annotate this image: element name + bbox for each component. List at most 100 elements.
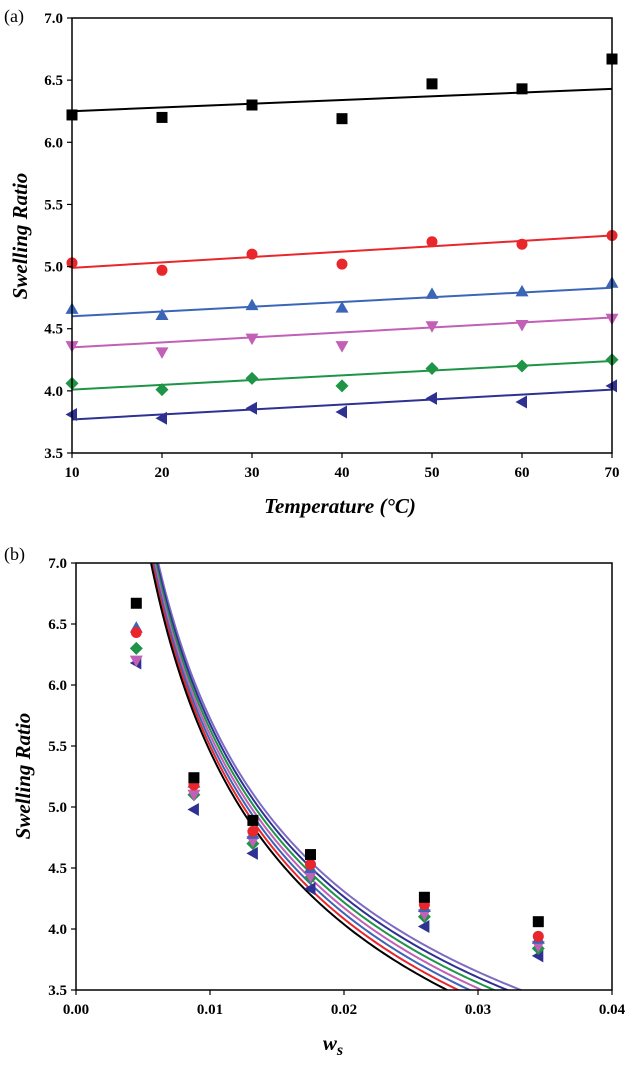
chart-a-point [155,347,169,359]
chart-a-point [515,395,527,409]
chart-b-point [304,882,316,896]
chart-b-point [130,627,142,639]
chart-b-point [531,941,545,953]
chart-b-point [417,909,431,921]
chart-b-y-ticks: 3.5 4.0 4.5 5.0 5.5 6.0 6.5 7.0 [48,556,76,999]
chart-a-x-tick-label: 60 [515,465,530,481]
chart-b-fit-curve [155,563,510,990]
chart-a-y-label: Swelling Ratio [8,173,32,300]
chart-a-point [245,401,257,415]
chart-b-point [418,891,430,903]
panel-b-tag: (b) [4,544,25,565]
chart-b-point [304,871,317,884]
chart-a-point [515,319,529,332]
chart-a-point [516,238,528,250]
chart-b-y-tick-label: 4.5 [48,861,67,877]
chart-a-point [336,113,348,125]
chart-a-x-tick-label: 70 [605,465,620,481]
chart-a-point [425,391,437,405]
chart-b-point [187,802,199,816]
chart-b-fit-curve [153,563,485,990]
chart-a-point [335,341,349,353]
chart-b-x-tick-label: 0.01 [197,1002,223,1018]
chart-a-x-tick-label: 40 [335,465,350,481]
chart-a-x-tick-label: 30 [245,465,260,481]
chart-a-y-tick-label: 5.5 [44,197,63,213]
chart-a-point [245,371,259,385]
chart-a-point [335,379,349,393]
chart-b-point [417,920,430,934]
chart-b-fit-curve [157,563,524,990]
chart-a-point [425,321,439,333]
chart-a-point [425,287,439,299]
chart-b-point [305,849,316,861]
chart-a-y-tick-label: 4.5 [44,322,63,338]
chart-a-point [156,264,168,276]
chart-a-fit-line [71,388,613,421]
chart-a-point [245,333,259,346]
chart-b-y-tick-label: 5.0 [48,800,67,816]
chart-a-x-tick-label: 10 [65,465,80,481]
chart-b-fit-curve [154,563,497,990]
chart-a-point [515,284,529,297]
chart-b-y-tick-label: 3.5 [48,983,67,999]
chart-b-x-tick-label: 0.02 [331,1002,357,1018]
chart-b-point [305,858,316,870]
chart-a-y-ticks: 3.5 4.0 4.5 5.0 5.5 6.0 6.5 7.0 [44,11,72,462]
chart-a-point [155,383,169,397]
chart-a-point [246,248,258,260]
chart-b-point [187,789,201,802]
chart-b-fit-curve [150,563,450,990]
chart-b-point [246,836,260,848]
chart-a-y-tick-label: 6.0 [44,135,63,151]
chart-b-marks [129,563,545,990]
chart-a-y-tick-label: 6.5 [44,73,63,89]
chart-a-point [335,405,347,419]
chart-b-fit-curve [151,563,461,990]
chart-a-point [426,236,438,248]
chart-b-x-label-main: w [323,1031,338,1055]
chart-a-point [426,78,438,90]
chart-b-y-tick-label: 6.0 [48,678,67,694]
chart-a-point [515,359,529,373]
chart-b-point [247,825,259,837]
chart-a-y-tick-label: 5.0 [44,260,63,276]
chart-a-x-ticks: 10 20 30 40 50 60 70 [65,453,620,481]
chart-b-point [532,930,544,942]
chart-b-y-tick-label: 4.0 [48,922,67,938]
chart-b-point [247,814,259,826]
chart-b-point [188,772,200,784]
chart-b-x-label-sub: s [336,1042,343,1059]
chart-b-plot-border [75,562,613,991]
chart-a-x-label: Temperature (°C) [264,494,416,518]
chart-a-x-tick-label: 50 [425,465,440,481]
chart-a-y-tick-label: 7.0 [44,11,63,27]
chart-a-point [425,361,439,375]
chart-b-point [130,597,142,609]
chart-a: 3.54.04.55.05.56.06.57.0 10 20 30 40 50 60 70 … [8,11,620,518]
chart-a-point [155,308,169,321]
chart-b-point [532,916,544,928]
chart-b-x-ticks: 0.00 0.01 0.02 0.03 0.04 [63,990,626,1018]
chart-b-x-label: ws [323,1031,343,1059]
chart-a-point [336,258,348,270]
chart-b-y-tick-label: 6.5 [48,617,67,633]
chart-a-marks [65,53,619,425]
chart-a-x-tick-label: 20 [155,465,170,481]
chart-b-y-label: Swelling Ratio [11,713,35,840]
chart-b-point [246,846,258,860]
chart-a-point [245,298,259,311]
chart-b-y-tick-label: 5.5 [48,739,67,755]
chart-b-x-tick-label: 0.04 [599,1002,626,1018]
chart-b-point [129,655,143,668]
chart-a-y-tick-label: 4.0 [44,384,63,400]
chart-a-point [156,111,168,123]
chart-b-y-tick-label: 7.0 [48,556,67,572]
chart-a-point [516,83,528,95]
panel-a-tag: (a) [4,6,24,27]
chart-b-point [129,641,143,655]
chart-a-point [246,99,258,111]
chart-b-x-tick-label: 0.03 [465,1002,491,1018]
chart-a-point [155,411,167,425]
